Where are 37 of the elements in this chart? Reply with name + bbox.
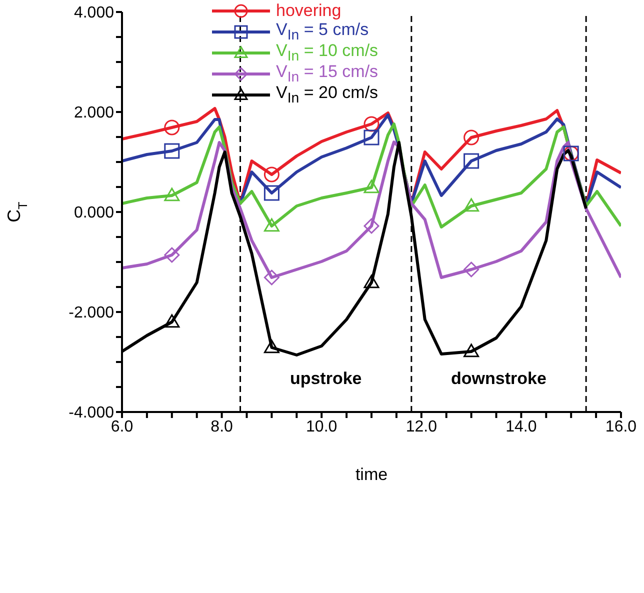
point: [364, 116, 380, 132]
point: [264, 340, 280, 354]
point: [164, 247, 180, 263]
y-tick-label: -2.000: [68, 304, 114, 322]
point: [464, 153, 480, 169]
legend-label: V$_{In}$ = 20 cm/s: [276, 82, 378, 106]
y-tick-label: 0.000: [74, 204, 114, 222]
point: [264, 218, 280, 232]
point: [364, 218, 380, 234]
x-tick-label: 10.0: [306, 418, 338, 436]
x-tick-label: 12.0: [406, 418, 438, 436]
point: [164, 143, 180, 159]
point: [164, 188, 180, 202]
point: [264, 185, 280, 201]
annotation: upstroke: [290, 369, 362, 388]
legend-label: V$_{In}$ = 15 cm/s: [276, 62, 378, 86]
y-tick-label: 4.000: [74, 4, 114, 22]
point: [264, 270, 280, 286]
point: [364, 274, 380, 288]
point: [464, 130, 480, 146]
x-tick-label: 8.0: [210, 418, 234, 436]
legend-label: V$_{In}$ = 5 cm/s: [276, 20, 369, 44]
point: [464, 198, 480, 212]
x-tick-label: 16.0: [605, 418, 637, 436]
point: [164, 120, 180, 136]
point: [464, 344, 480, 358]
y-tick-label: 2.000: [74, 104, 114, 122]
point: [164, 314, 180, 328]
legend-label: V$_{In}$ = 10 cm/s: [276, 40, 378, 64]
point: [364, 130, 380, 146]
point: [464, 262, 480, 278]
point: [264, 166, 280, 182]
legend-label: hovering: [276, 0, 342, 20]
annotation: downstroke: [451, 369, 546, 388]
x-axis-title: time: [355, 465, 388, 484]
point: [364, 180, 380, 194]
x-tick-label: 14.0: [506, 418, 537, 436]
